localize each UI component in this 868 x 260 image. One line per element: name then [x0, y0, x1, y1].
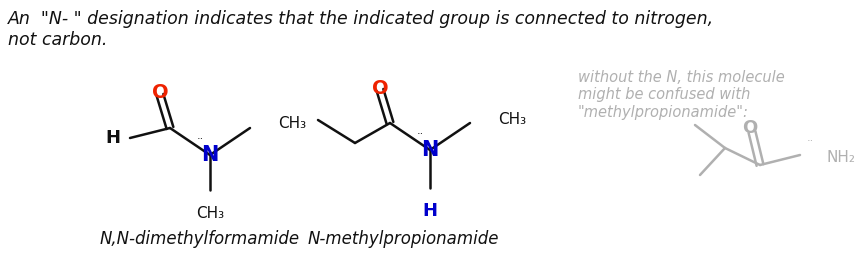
Text: ··: ·· [196, 134, 204, 144]
Text: ··: ·· [806, 136, 813, 146]
Text: CH₃: CH₃ [196, 206, 224, 221]
Text: O: O [742, 119, 758, 137]
Text: H: H [105, 129, 120, 147]
Text: O: O [152, 83, 168, 102]
Text: H: H [423, 202, 437, 220]
Text: N-methylpropionamide: N-methylpropionamide [308, 230, 499, 248]
Text: N: N [421, 140, 438, 160]
Text: NH₂: NH₂ [826, 150, 855, 165]
Text: CH₃: CH₃ [278, 116, 306, 132]
Text: ··: ·· [417, 129, 424, 139]
Text: CH₃: CH₃ [498, 112, 526, 127]
Text: An  "N- " designation indicates that the indicated group is connected to nitroge: An "N- " designation indicates that the … [8, 10, 714, 49]
Text: O: O [372, 79, 388, 98]
Text: N: N [201, 145, 219, 165]
Text: N,N-dimethylformamide: N,N-dimethylformamide [100, 230, 300, 248]
Text: without the N, this molecule
might be confused with
"methylpropionamide":: without the N, this molecule might be co… [578, 70, 785, 120]
